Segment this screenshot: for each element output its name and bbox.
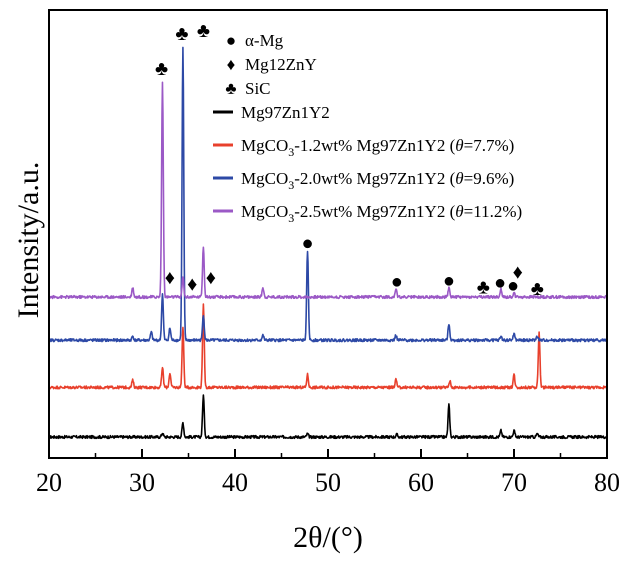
legend: ● α-Mg ♦ Mg12ZnY ♣ SiC Mg97Zn1Y2 MgCO3-1.2wt% M… xyxy=(213,31,522,225)
x-tick-label: 20 xyxy=(36,468,62,497)
legend-label: Mg97Zn1Y2 xyxy=(241,103,330,122)
plot-frame xyxy=(48,9,608,459)
series-line-3 xyxy=(48,81,608,300)
peak-marker: ● xyxy=(494,272,506,294)
x-tick-label: 30 xyxy=(129,468,155,497)
series-layer xyxy=(48,46,608,440)
x-tick-label: 60 xyxy=(408,468,434,497)
peak-marker: ♣ xyxy=(531,278,544,300)
series-line-2 xyxy=(48,46,608,343)
peak-marker: ♣ xyxy=(477,277,490,299)
peak-marker: ♣ xyxy=(155,58,168,80)
legend-symbol: ♣ xyxy=(225,79,236,98)
peak-marker: ● xyxy=(443,270,455,292)
peak-marker: ● xyxy=(301,233,313,255)
peak-marker: ● xyxy=(391,271,403,293)
y-axis-title: Intensity/a.u. xyxy=(12,162,45,319)
x-tick-label: 70 xyxy=(501,468,527,497)
peak-marker: ♦ xyxy=(513,261,523,283)
legend-label: Mg12ZnY xyxy=(245,55,317,74)
legend-symbol: ● xyxy=(226,31,236,50)
x-tick-label: 50 xyxy=(315,468,341,497)
legend-label: MgCO3-1.2wt% Mg97Zn1Y2 (θ=7.7%) xyxy=(241,136,514,159)
peak-marker: ● xyxy=(507,275,519,297)
x-tick-label: 40 xyxy=(222,468,248,497)
peak-marker: ♣ xyxy=(175,23,188,45)
annotation-layer: ♣♣ ♣♦ ♦ ♦●● ● ♣ ● ●♦♣ xyxy=(155,20,544,300)
peak-marker: ♦ xyxy=(187,273,197,295)
series-line-1 xyxy=(48,303,608,390)
x-tick-label: 80 xyxy=(594,468,620,497)
legend-label: MgCO3-2.5wt% Mg97Zn1Y2 (θ=11.2%) xyxy=(241,202,522,225)
x-axis-title: 2θ/(°) xyxy=(293,521,363,554)
peak-marker: ♦ xyxy=(165,267,175,289)
series-line-0 xyxy=(48,394,608,440)
peak-marker: ♦ xyxy=(206,267,216,289)
legend-label: α-Mg xyxy=(245,31,284,50)
legend-label: MgCO3-2.0wt% Mg97Zn1Y2 (θ=9.6%) xyxy=(241,169,514,192)
tick-layer: 20 30 40 50 60 70 80 xyxy=(36,449,620,497)
legend-label: SiC xyxy=(245,79,271,98)
peak-marker: ♣ xyxy=(197,20,210,42)
legend-symbol: ♦ xyxy=(227,55,236,74)
